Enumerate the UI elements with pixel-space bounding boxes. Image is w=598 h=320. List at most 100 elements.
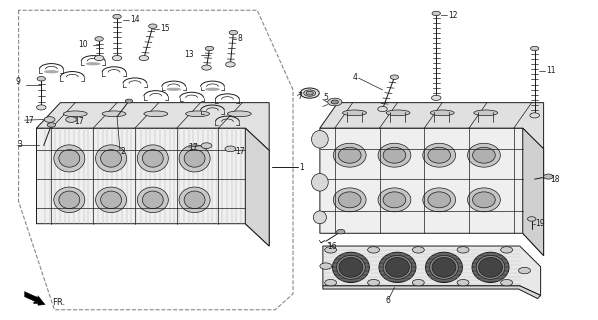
Ellipse shape [428, 147, 450, 163]
Ellipse shape [343, 110, 367, 116]
Circle shape [201, 143, 212, 148]
Ellipse shape [338, 192, 361, 208]
Circle shape [457, 247, 469, 253]
Circle shape [94, 55, 104, 60]
Ellipse shape [304, 90, 316, 96]
Text: 13: 13 [184, 50, 194, 59]
Ellipse shape [312, 131, 328, 148]
Circle shape [112, 55, 122, 60]
Text: 18: 18 [550, 175, 560, 184]
Circle shape [501, 279, 512, 286]
Polygon shape [523, 128, 544, 256]
Text: 1: 1 [299, 163, 304, 172]
Ellipse shape [423, 188, 456, 212]
Ellipse shape [472, 147, 495, 163]
Polygon shape [320, 103, 544, 149]
Polygon shape [323, 246, 541, 295]
Ellipse shape [378, 143, 411, 167]
Ellipse shape [474, 110, 498, 116]
Circle shape [36, 105, 46, 110]
Ellipse shape [312, 173, 328, 191]
Ellipse shape [468, 143, 501, 167]
Ellipse shape [476, 255, 505, 279]
Circle shape [527, 217, 536, 221]
Ellipse shape [63, 111, 87, 117]
Circle shape [149, 24, 157, 28]
Text: 17: 17 [74, 116, 84, 126]
Ellipse shape [185, 111, 209, 117]
Circle shape [328, 98, 342, 106]
Circle shape [126, 99, 133, 103]
Circle shape [66, 117, 77, 123]
Ellipse shape [179, 187, 210, 212]
Text: 17: 17 [188, 143, 199, 152]
Circle shape [44, 117, 55, 123]
Text: 11: 11 [546, 66, 556, 75]
Ellipse shape [428, 192, 450, 208]
Circle shape [432, 11, 440, 16]
Circle shape [378, 107, 388, 112]
Ellipse shape [383, 147, 406, 163]
Circle shape [229, 30, 237, 35]
Text: 12: 12 [448, 11, 457, 20]
Ellipse shape [227, 111, 251, 117]
Circle shape [530, 46, 539, 51]
Circle shape [530, 113, 539, 118]
Circle shape [139, 55, 149, 60]
Polygon shape [36, 128, 269, 246]
Circle shape [337, 229, 345, 234]
Ellipse shape [138, 145, 169, 172]
Circle shape [325, 279, 337, 286]
Text: 17: 17 [25, 116, 34, 125]
Ellipse shape [332, 252, 370, 283]
Ellipse shape [44, 70, 59, 73]
Circle shape [368, 247, 380, 253]
Circle shape [37, 76, 45, 81]
Ellipse shape [386, 110, 410, 116]
Circle shape [113, 14, 121, 19]
Text: 4: 4 [353, 73, 358, 82]
Ellipse shape [54, 187, 85, 212]
Ellipse shape [96, 145, 127, 172]
Text: 3: 3 [17, 140, 22, 149]
Circle shape [225, 62, 235, 67]
Polygon shape [323, 286, 541, 299]
Circle shape [331, 100, 338, 104]
Ellipse shape [468, 188, 501, 212]
Ellipse shape [166, 88, 181, 91]
Circle shape [47, 123, 56, 127]
Ellipse shape [430, 110, 454, 116]
Polygon shape [245, 128, 269, 246]
Ellipse shape [472, 192, 495, 208]
Circle shape [501, 247, 512, 253]
Ellipse shape [478, 258, 502, 277]
Text: FR.: FR. [52, 298, 65, 307]
Ellipse shape [429, 255, 458, 279]
Ellipse shape [472, 252, 509, 283]
Ellipse shape [144, 111, 168, 117]
Text: 16: 16 [327, 242, 337, 251]
Circle shape [325, 247, 337, 253]
Circle shape [205, 46, 213, 51]
Circle shape [413, 247, 425, 253]
Ellipse shape [333, 143, 366, 167]
Text: 2: 2 [120, 147, 125, 156]
Circle shape [225, 146, 236, 152]
Text: 9: 9 [16, 77, 20, 86]
Ellipse shape [383, 192, 406, 208]
Polygon shape [25, 292, 39, 303]
Ellipse shape [339, 258, 363, 277]
Ellipse shape [300, 88, 319, 98]
Ellipse shape [100, 150, 121, 167]
Text: 5: 5 [323, 93, 328, 102]
Ellipse shape [378, 188, 411, 212]
Circle shape [320, 263, 332, 269]
Ellipse shape [379, 252, 416, 283]
Ellipse shape [138, 187, 169, 212]
Ellipse shape [59, 150, 80, 167]
Ellipse shape [313, 211, 327, 224]
Ellipse shape [142, 150, 163, 167]
Text: 15: 15 [161, 24, 170, 33]
Text: 17: 17 [235, 147, 245, 156]
Ellipse shape [179, 145, 210, 172]
